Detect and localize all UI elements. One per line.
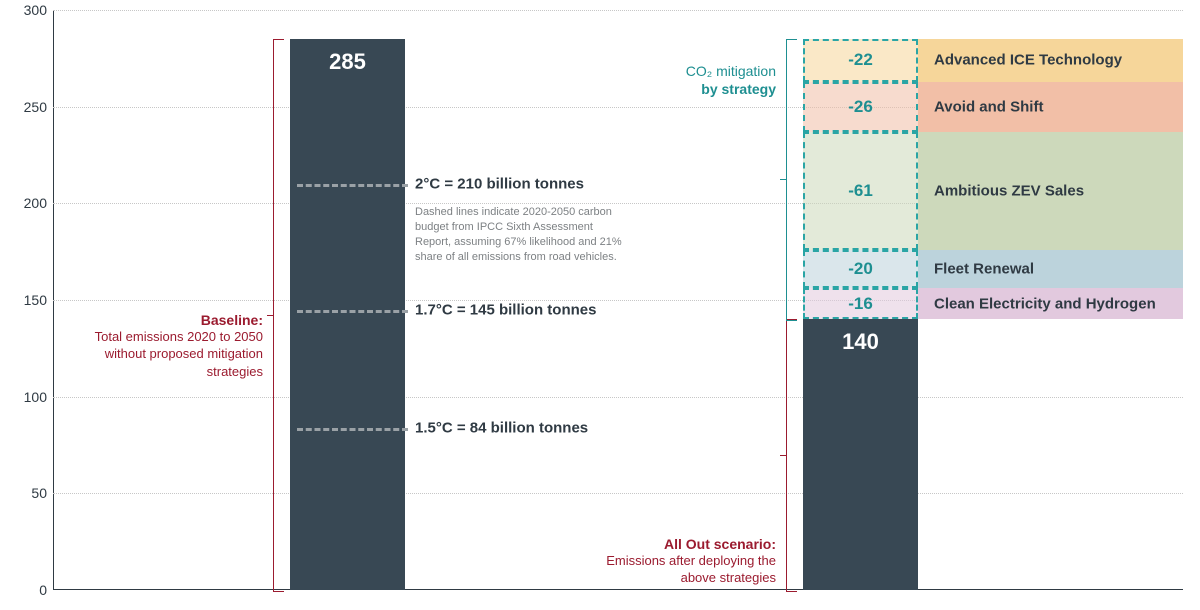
callout-body-baseline: Total emissions 2020 to 2050 without pro… <box>93 328 263 381</box>
bar-allout: 140 <box>803 319 918 590</box>
y-tick-label: 150 <box>9 292 47 308</box>
bracket <box>273 39 284 592</box>
segment-outline-clean: -16 <box>803 288 918 319</box>
bracket-tick <box>267 315 273 316</box>
segment-value-zev: -61 <box>805 181 916 201</box>
callout-mitigation: CO₂ mitigation by strategy <box>646 62 776 98</box>
callout-body-allout: Emissions after deploying the above stra… <box>606 552 776 587</box>
callout-title-baseline: Baseline: <box>93 312 263 328</box>
segment-band-ice: Advanced ICE Technology <box>918 39 1183 82</box>
bracket-tick <box>780 455 786 456</box>
segment-label-ice: Advanced ICE Technology <box>934 52 1122 69</box>
gridline <box>53 493 1183 494</box>
segment-value-fleet: -20 <box>805 259 916 279</box>
y-tick-label: 50 <box>9 485 47 501</box>
budget-label: 2°C = 210 billion tonnes <box>415 176 584 193</box>
mitigation-line1: CO₂ mitigation <box>686 63 776 79</box>
chart-plot: 050100150200250300 285140 Advanced ICE T… <box>53 10 1183 590</box>
bar-value-baseline: 285 <box>290 49 405 75</box>
segment-band-zev: Ambitious ZEV Sales <box>918 132 1183 250</box>
y-tick-label: 300 <box>9 2 47 18</box>
gridline <box>53 397 1183 398</box>
segment-label-clean: Clean Electricity and Hydrogen <box>934 295 1156 312</box>
budget-line <box>297 184 408 187</box>
bracket <box>786 319 797 592</box>
segment-value-clean: -16 <box>805 294 916 314</box>
segment-value-ice: -22 <box>805 50 916 70</box>
bracket <box>786 39 797 321</box>
y-tick-label: 100 <box>9 389 47 405</box>
budget-label: 1.5°C = 84 billion tonnes <box>415 419 588 436</box>
bracket-tick <box>780 179 786 180</box>
segment-outline-ice: -22 <box>803 39 918 82</box>
segment-band-fleet: Fleet Renewal <box>918 250 1183 289</box>
segment-value-avoid: -26 <box>805 97 916 117</box>
x-axis <box>53 589 1183 590</box>
callout-title-allout: All Out scenario: <box>606 536 776 552</box>
segment-band-clean: Clean Electricity and Hydrogen <box>918 288 1183 319</box>
y-tick-label: 250 <box>9 99 47 115</box>
callout-allout: All Out scenario:Emissions after deployi… <box>606 536 776 587</box>
segment-band-avoid: Avoid and Shift <box>918 82 1183 132</box>
y-tick-label: 0 <box>9 582 47 598</box>
segment-label-avoid: Avoid and Shift <box>934 98 1043 115</box>
y-tick-label: 200 <box>9 195 47 211</box>
segment-label-zev: Ambitious ZEV Sales <box>934 182 1084 199</box>
budget-footnote: Dashed lines indicate 2020-2050 carbon b… <box>415 205 625 264</box>
segment-outline-zev: -61 <box>803 132 918 250</box>
budget-line <box>297 310 408 313</box>
segment-outline-avoid: -26 <box>803 82 918 132</box>
budget-line <box>297 428 408 431</box>
segment-outline-fleet: -20 <box>803 250 918 289</box>
segment-label-fleet: Fleet Renewal <box>934 261 1034 278</box>
bar-value-allout: 140 <box>803 329 918 355</box>
budget-label: 1.7°C = 145 billion tonnes <box>415 301 596 318</box>
gridline <box>53 10 1183 11</box>
callout-baseline: Baseline:Total emissions 2020 to 2050 wi… <box>93 312 263 381</box>
mitigation-line2: by strategy <box>701 81 776 97</box>
bar-baseline: 285 <box>290 39 405 590</box>
